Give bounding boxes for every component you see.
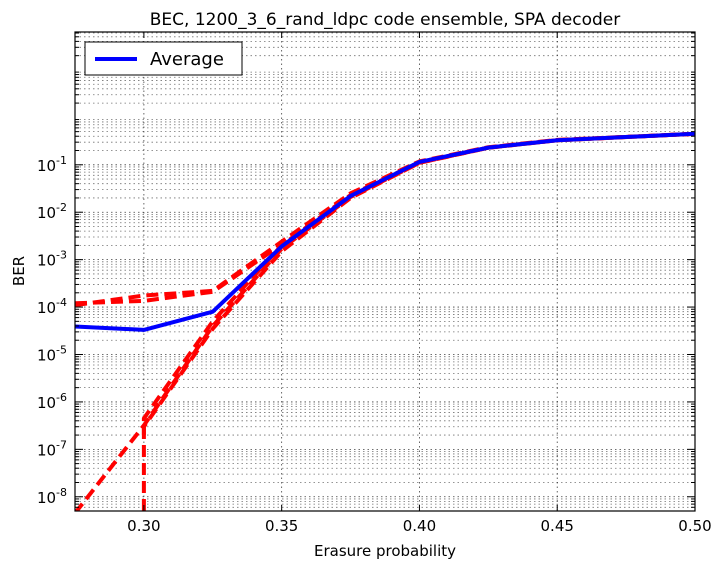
y-tick-label-exponent: -7 xyxy=(56,438,67,451)
y-tick-label-exponent: -2 xyxy=(56,201,67,214)
y-tick-label: 10-7 xyxy=(37,438,67,459)
y-axis-label: BER xyxy=(10,256,28,286)
y-tick-label-base: 10 xyxy=(37,394,56,412)
legend-label-average: Average xyxy=(150,49,224,70)
y-tick-label-exponent: -6 xyxy=(56,391,67,404)
series-line-realization xyxy=(75,131,695,306)
grid xyxy=(75,32,695,511)
ticks: 0.30 0.35 0.40 0.45 0.5010-810-710-610-510-4… xyxy=(37,32,712,535)
x-tick-label: 0.45 xyxy=(541,517,574,535)
y-tick-label-base: 10 xyxy=(37,252,56,270)
y-tick-label: 10-4 xyxy=(37,296,67,317)
y-tick-label-exponent: -1 xyxy=(56,154,67,167)
series-line-average xyxy=(75,131,695,332)
series-layer xyxy=(75,131,695,511)
y-tick-label: 10-8 xyxy=(37,486,67,507)
plot-frame xyxy=(74,31,696,512)
chart-title: BEC, 1200_3_6_rand_ldpc code ensemble, S… xyxy=(150,10,621,30)
y-tick-label: 10-1 xyxy=(37,154,67,175)
y-tick-label-base: 10 xyxy=(37,204,56,222)
x-tick-label: 0.35 xyxy=(265,517,298,535)
y-tick-label: 10-5 xyxy=(37,343,67,364)
y-tick-label-base: 10 xyxy=(37,489,56,507)
x-axis-label: Erasure probability xyxy=(314,542,456,560)
y-tick-label-exponent: -4 xyxy=(56,296,67,309)
y-tick-label-base: 10 xyxy=(37,299,56,317)
x-tick-label: 0.40 xyxy=(403,517,436,535)
y-tick-label-base: 10 xyxy=(37,441,56,459)
y-tick-label: 10-6 xyxy=(37,391,67,412)
y-tick-label-base: 10 xyxy=(37,157,56,175)
y-tick-label-exponent: -5 xyxy=(56,343,67,356)
legend: Average xyxy=(84,41,243,76)
x-tick-label: 0.30 xyxy=(127,517,160,535)
x-tick-label: 0.50 xyxy=(678,517,711,535)
y-tick-label-base: 10 xyxy=(37,346,56,364)
y-tick-label: 10-2 xyxy=(37,201,67,222)
y-tick-label-exponent: -3 xyxy=(56,249,67,262)
y-tick-label-exponent: -8 xyxy=(56,486,67,499)
y-tick-label: 10-3 xyxy=(37,249,67,270)
